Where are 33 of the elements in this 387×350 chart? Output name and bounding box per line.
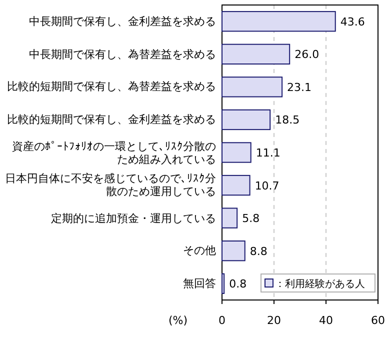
bar xyxy=(222,240,246,262)
bar xyxy=(222,11,336,32)
data-label: 43.6 xyxy=(340,15,365,28)
bar xyxy=(222,273,225,294)
x-tick-label: 60 xyxy=(371,314,385,327)
data-label: 23.1 xyxy=(287,80,312,94)
data-label: 26.0 xyxy=(294,48,320,62)
data-label: 10.7 xyxy=(254,179,280,192)
y-tick-label: 比較的短期間で保有し、為替差益を求める xyxy=(6,80,216,94)
bar xyxy=(222,109,271,130)
y-tick-label: その他 xyxy=(182,244,216,258)
y-tick-label: 資産のﾎﾟｰﾄﾌｫﾘｵの一環として､ﾘｽｸ分散のため組み入れている xyxy=(11,140,216,166)
data-label: 8.8 xyxy=(250,244,268,258)
x-axis-title: (%) xyxy=(168,314,188,327)
bar xyxy=(222,208,238,228)
y-tick-label: 日本円自体に不安を感じているので､ﾘｽｸ分散のため運用している xyxy=(4,172,216,198)
y-tick-label: 中長期間で保有し、金利差益を求める xyxy=(28,14,216,28)
x-tick-label: 0 xyxy=(218,314,226,327)
y-tick-label: 比較的短期間で保有し、金利差益を求める xyxy=(6,113,216,126)
y-tick-label: 定期的に追加預金・運用している xyxy=(50,212,216,225)
y-tick-label: 中長期間で保有し、為替差益を求める xyxy=(28,48,216,61)
data-label: 0.8 xyxy=(229,278,247,291)
bar xyxy=(222,44,290,64)
bar xyxy=(222,174,250,196)
x-tick-label: 20 xyxy=(267,314,281,327)
data-label: 11.1 xyxy=(256,146,280,160)
data-label: 18.5 xyxy=(275,114,300,127)
bar xyxy=(222,76,283,98)
data-label: 5.8 xyxy=(242,212,260,226)
y-tick-label: 無回答 xyxy=(182,277,216,290)
legend-label: ：利用経験がある人 xyxy=(275,278,365,290)
x-tick-label: 40 xyxy=(319,314,333,327)
bar xyxy=(222,142,252,163)
